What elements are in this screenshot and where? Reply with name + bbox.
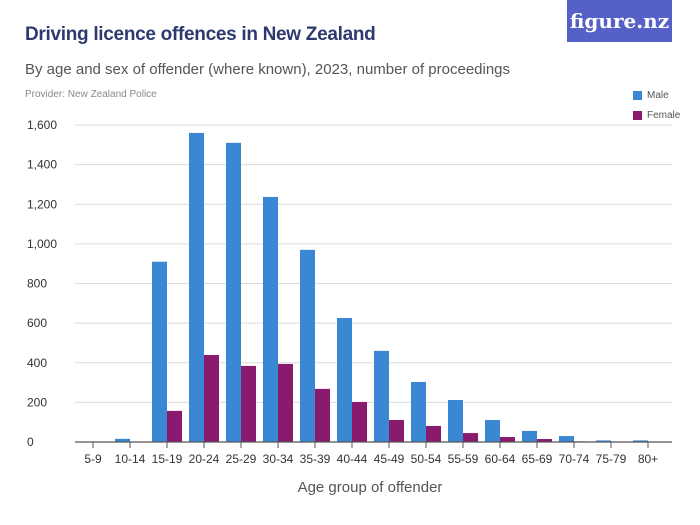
x-tick-label: 10-14	[115, 452, 146, 466]
x-tick-label: 25-29	[226, 452, 257, 466]
bar-male-30-34	[263, 196, 278, 442]
bar-female-25-29	[241, 365, 256, 442]
legend-label: Male	[647, 89, 669, 101]
x-tick-label: 30-34	[263, 452, 294, 466]
x-tick-label: 75-79	[596, 452, 627, 466]
bar-female-50-54	[426, 425, 441, 442]
figure-nz-logo[interactable]: figure.nz	[567, 0, 672, 42]
x-tick-label: 80+	[638, 452, 658, 466]
x-tick-label: 65-69	[522, 452, 553, 466]
bar-male-80+	[633, 440, 648, 442]
x-tick-label: 55-59	[448, 452, 479, 466]
x-tick-label: 20-24	[189, 452, 220, 466]
bar-male-50-54	[411, 381, 426, 442]
y-tick-label: 1,200	[27, 197, 57, 211]
bar-male-15-19	[152, 261, 167, 442]
y-tick-label: 1,000	[27, 237, 57, 251]
x-tick-label: 40-44	[337, 452, 368, 466]
bar-female-15-19	[167, 410, 182, 442]
legend-item-male: Male	[633, 85, 680, 105]
x-tick-label: 50-54	[411, 452, 442, 466]
bar-male-20-24	[189, 132, 204, 443]
legend-label: Female	[647, 109, 681, 121]
y-tick-label: 600	[27, 316, 47, 330]
bar-female-60-64	[500, 437, 515, 442]
y-tick-label: 1,600	[27, 118, 57, 132]
bar-male-60-64	[485, 420, 500, 442]
chart-subtitle: By age and sex of offender (where known)…	[25, 61, 511, 78]
bar-female-40-44	[352, 401, 367, 442]
bar-male-55-59	[448, 399, 463, 442]
bar-male-40-44	[337, 317, 352, 442]
y-tick-label: 1,400	[27, 158, 57, 172]
bar-male-75-79	[596, 440, 611, 442]
bar-male-10-14	[115, 438, 130, 442]
bar-female-45-49	[389, 420, 404, 442]
x-axis-label: Age group of offender	[298, 479, 443, 496]
bar-female-65-69	[537, 439, 552, 442]
bar-male-25-29	[226, 142, 241, 443]
bar-male-45-49	[374, 350, 389, 442]
legend-item-female: Female	[633, 105, 680, 125]
bar-female-35-39	[315, 388, 330, 442]
bar-male-65-69	[522, 430, 537, 442]
x-tick-label: 15-19	[152, 452, 183, 466]
x-tick-label: 60-64	[485, 452, 516, 466]
y-tick-label: 400	[27, 356, 47, 370]
legend-swatch-male	[633, 90, 642, 100]
provider: Provider: New Zealand Police	[25, 89, 157, 100]
x-tick-label: 45-49	[374, 452, 405, 466]
legend: Male Female	[633, 85, 680, 125]
y-tick-label: 200	[27, 395, 47, 409]
bar-female-30-34	[278, 363, 293, 442]
y-tick-label: 800	[27, 277, 47, 291]
x-tick-label: 35-39	[300, 452, 331, 466]
x-tick-label: 5-9	[84, 452, 102, 466]
legend-swatch-female	[633, 110, 642, 120]
bar-male-35-39	[300, 249, 315, 442]
bar-male-70-74	[559, 436, 574, 442]
chart-title: Driving licence offences in New Zealand	[25, 24, 376, 45]
x-tick-label: 70-74	[559, 452, 590, 466]
y-tick-label: 0	[27, 435, 34, 449]
bar-female-55-59	[463, 433, 478, 442]
bar-female-20-24	[204, 355, 219, 442]
